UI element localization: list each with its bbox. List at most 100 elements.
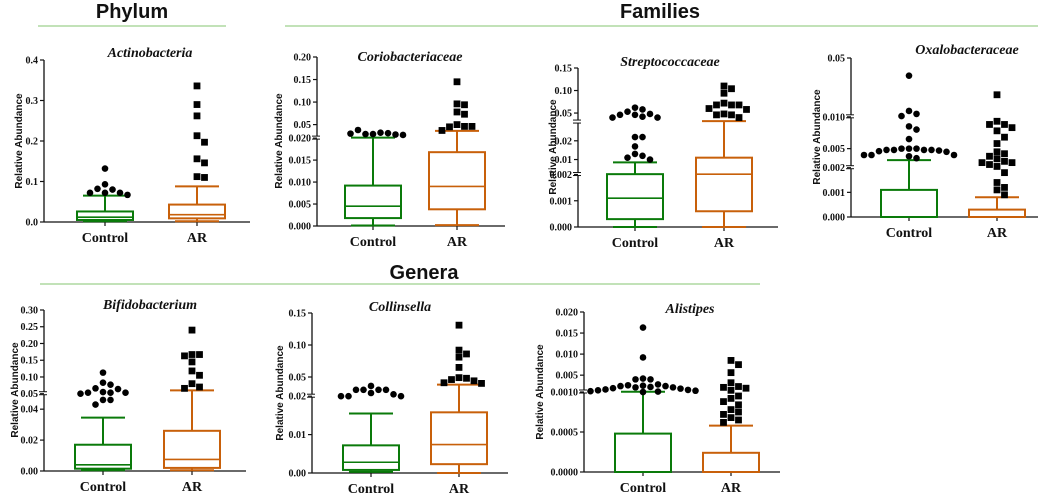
outlier-point [99, 396, 107, 404]
box-iqr [968, 208, 1026, 219]
outlier-point [735, 114, 743, 121]
outlier-point [86, 189, 94, 197]
y-tick-label: 0.10 [555, 86, 573, 97]
outlier-point [727, 379, 735, 387]
outlier-point [639, 354, 647, 361]
outlier-point [455, 374, 463, 382]
y-tick-label: 0.04 [21, 405, 39, 416]
box-iqr [74, 443, 132, 470]
outlier-point [193, 101, 201, 108]
outlier-point [461, 101, 468, 109]
outlier-point [1001, 157, 1008, 165]
y-tick-label: 0.02 [555, 136, 573, 147]
outlier-point [397, 392, 405, 400]
box-iqr [76, 210, 134, 221]
outlier-point [181, 384, 188, 392]
panel-title: Bifidobacterium [102, 298, 197, 313]
outlier-point [639, 388, 647, 396]
y-tick-label: 0.10 [289, 341, 307, 352]
x-tick-label-control: Control [886, 226, 933, 241]
outlier-point [193, 155, 201, 163]
outlier-point [116, 189, 124, 197]
y-tick-label: 0.15 [555, 64, 573, 75]
y-tick-label: 0.15 [294, 75, 312, 86]
outlier-point [352, 386, 360, 394]
y-tick-label: 0.005 [823, 144, 846, 155]
outlier-point [713, 101, 720, 109]
outlier-point [453, 100, 461, 108]
outlier-point [609, 384, 617, 392]
outlier-point [188, 326, 196, 334]
outlier-point [354, 126, 362, 134]
outlier-point [193, 132, 201, 140]
outlier-point [898, 145, 905, 152]
outlier-point [609, 114, 616, 121]
outlier-point [1001, 169, 1008, 177]
y-tick-label: 0.010 [556, 350, 579, 361]
outlier-point [440, 379, 448, 387]
y-tick-label: 0.002 [550, 170, 573, 181]
outlier-point [743, 106, 750, 113]
outlier-point [993, 127, 1001, 135]
outlier-point [193, 82, 201, 90]
outlier-point [993, 179, 1001, 186]
outlier-point [632, 376, 639, 383]
y-tick-label: 0.0010 [551, 388, 579, 399]
y-tick-label: 0.20 [21, 339, 39, 350]
outlier-point [188, 351, 196, 358]
outlier-point [92, 385, 99, 392]
y-axis-label: Relative Abundance [14, 93, 25, 189]
box-ar [168, 82, 226, 223]
box-control [587, 324, 699, 474]
x-tick-label-control: Control [620, 481, 667, 496]
box-iqr [695, 156, 753, 213]
outlier-point [446, 123, 453, 131]
outlier-point [728, 85, 735, 93]
outlier-point [735, 392, 742, 400]
outlier-point [720, 398, 727, 405]
y-axis-label: Relative Abundance [535, 344, 546, 440]
outlier-point [639, 133, 646, 141]
outlier-point [692, 387, 699, 395]
outlier-point [713, 111, 720, 119]
outlier-point [905, 152, 913, 160]
outlier-point [920, 146, 928, 154]
outlier-point [720, 383, 727, 391]
outlier-point [986, 161, 993, 168]
panel-title: Streptococcaceae [620, 55, 720, 70]
panel-title: Alistipes [664, 302, 715, 317]
box-control [860, 72, 958, 219]
outlier-point [114, 385, 122, 393]
outlier-point [631, 143, 639, 150]
outlier-point [367, 389, 375, 397]
outlier-point [883, 146, 890, 154]
panel-title: Actinobacteria [107, 46, 193, 61]
outlier-point [1008, 159, 1016, 167]
outlier-point [727, 406, 735, 413]
y-tick-label: 0.2 [26, 137, 39, 148]
outlier-point [950, 151, 958, 159]
section-title-families: Families [620, 1, 700, 23]
outlier-point [347, 130, 354, 137]
box-control [606, 104, 664, 228]
x-tick-label-ar: AR [721, 481, 742, 496]
y-tick-label: 0.015 [556, 329, 579, 340]
outlier-point [735, 383, 742, 390]
outlier-point [461, 110, 468, 118]
outlier-point [455, 353, 463, 361]
outlier-point [399, 131, 407, 139]
outlier-point [727, 395, 735, 402]
outlier-point [193, 112, 201, 120]
box-ar [702, 357, 760, 473]
outlier-point [928, 146, 935, 154]
outlier-point [890, 146, 898, 154]
outlier-point [993, 140, 1001, 147]
outlier-point [455, 321, 463, 329]
outlier-point [735, 416, 742, 424]
outlier-point [463, 374, 470, 382]
outlier-point [369, 130, 377, 138]
outlier-point [587, 387, 594, 395]
outlier-point [631, 104, 639, 111]
y-tick-label: 0.01 [555, 155, 573, 166]
y-tick-label: 0.05 [294, 120, 312, 131]
